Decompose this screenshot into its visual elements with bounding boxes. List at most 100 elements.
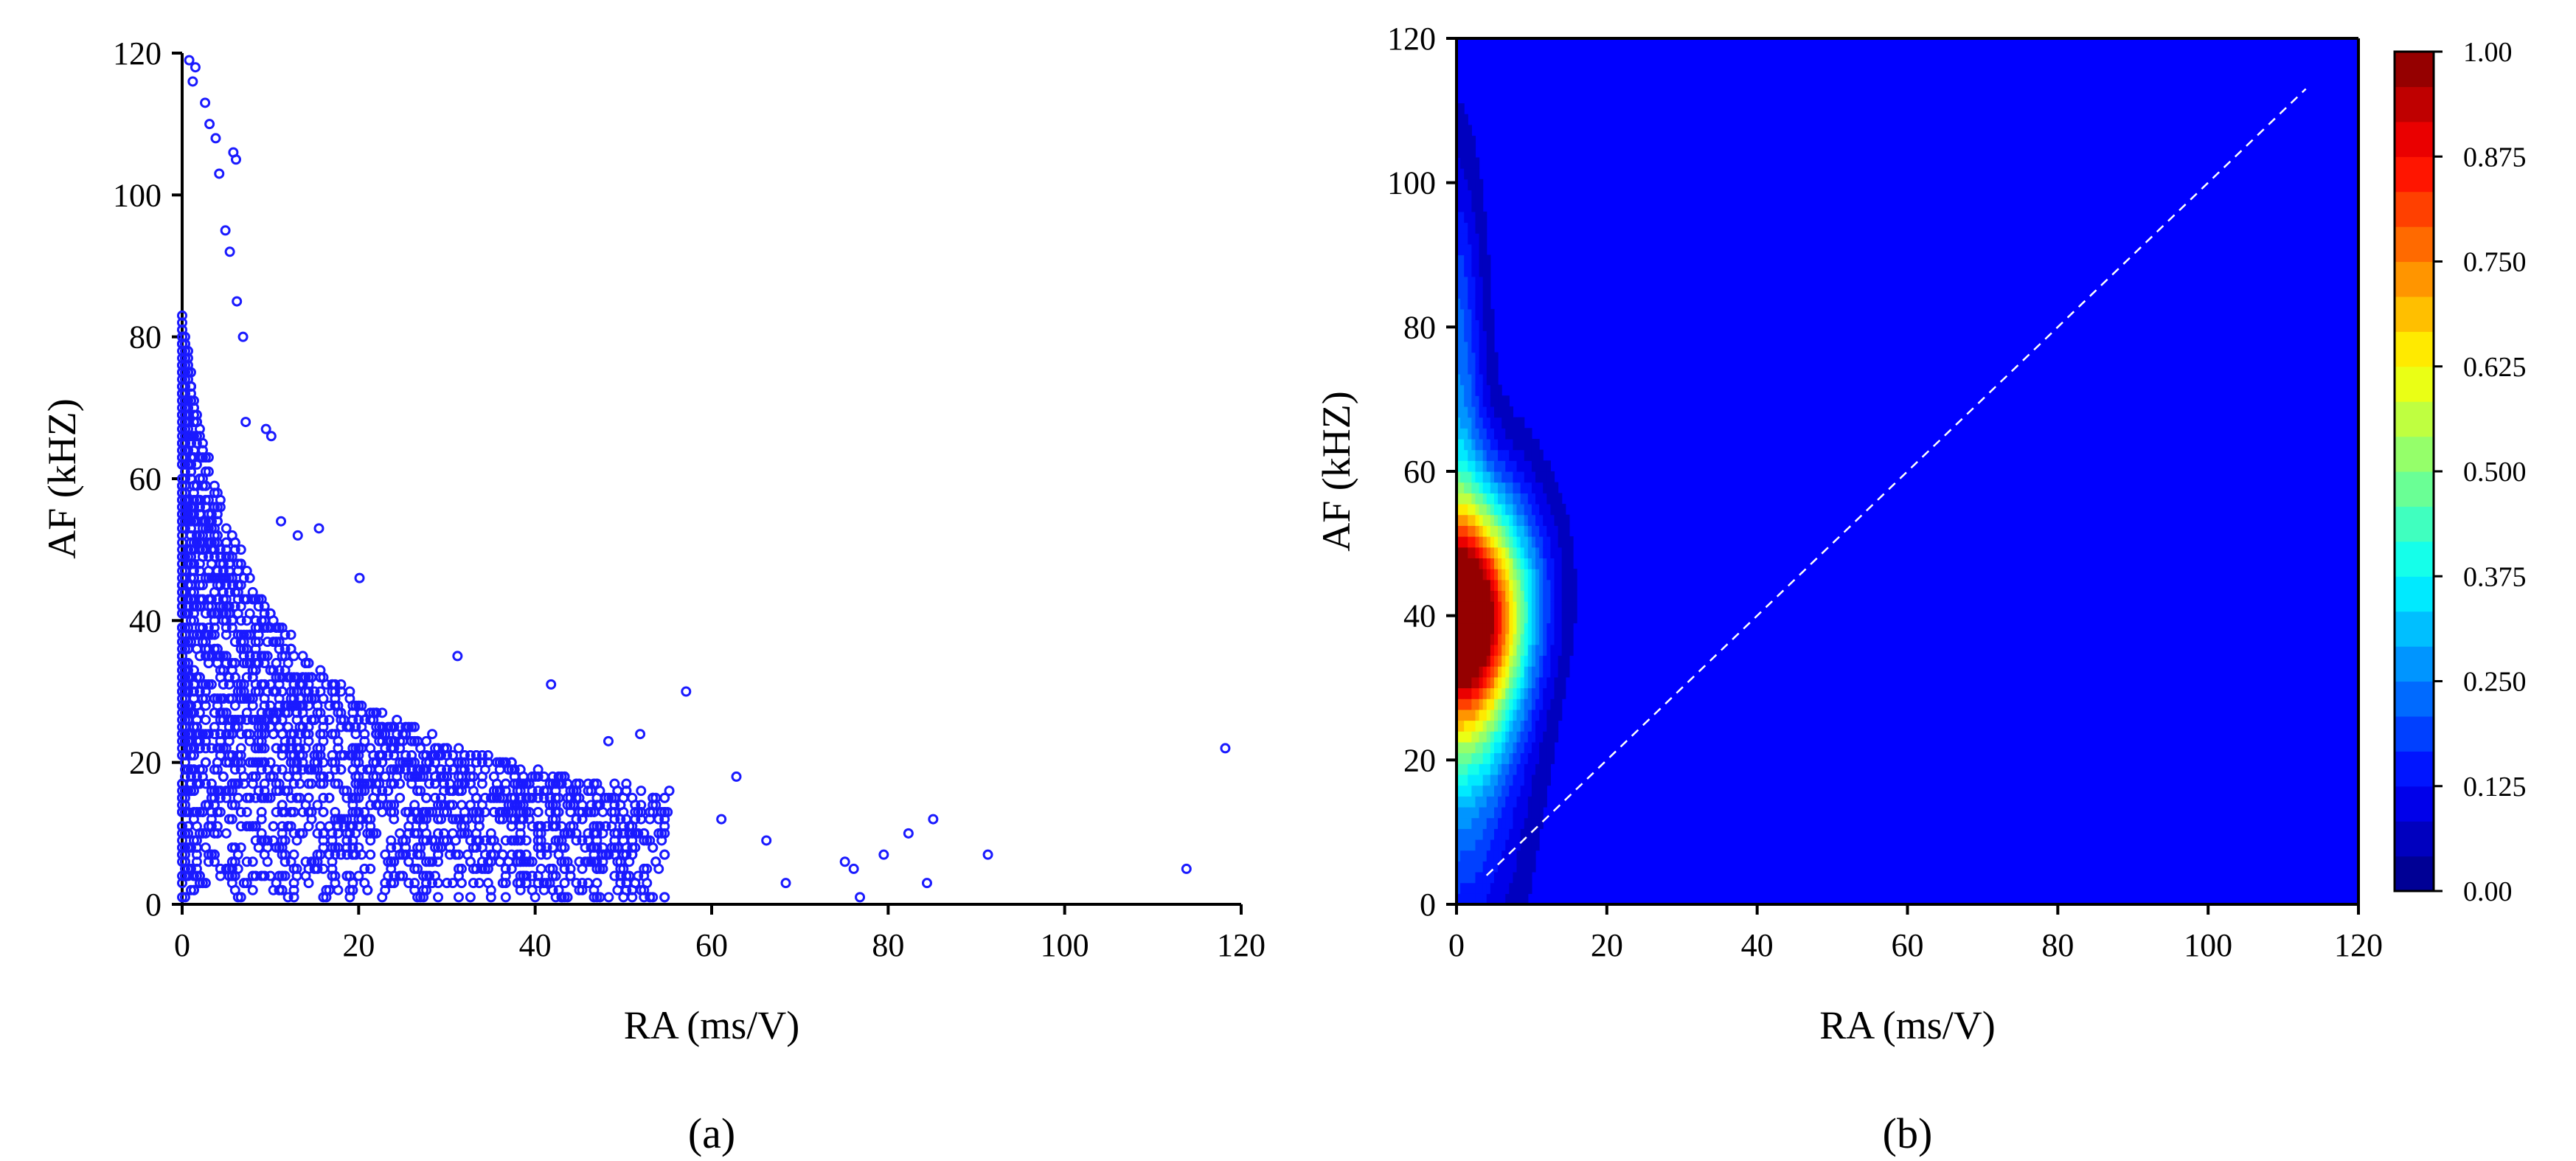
heatmap-cell — [1471, 882, 1476, 894]
heatmap-cell — [1554, 558, 1559, 569]
heatmap-cell — [1531, 720, 1536, 732]
scatter-point — [365, 714, 376, 725]
heatmap-cell — [1501, 590, 1506, 602]
heatmap-cell — [1464, 590, 1468, 602]
heatmap-cell — [1464, 709, 1468, 721]
scatter-point — [565, 870, 576, 881]
scatter-point — [194, 806, 205, 817]
heatmap-cell — [1471, 558, 1476, 569]
heatmap-cell — [1486, 373, 1491, 386]
heatmap-cell — [1460, 417, 1465, 429]
heatmap-cell — [1554, 720, 1559, 732]
heatmap-cell — [1490, 752, 1495, 764]
heatmap-cell — [1490, 893, 1495, 905]
heatmap-cell — [1572, 601, 1577, 613]
scatter-point — [427, 729, 438, 740]
scatter-point — [395, 870, 406, 881]
heatmap-cell — [1493, 547, 1499, 558]
heatmap-cell — [1482, 741, 1487, 754]
scatter-point — [482, 863, 493, 874]
scatter-point — [609, 806, 620, 817]
scatter-point — [453, 786, 464, 797]
heatmap-cell — [1527, 449, 1532, 461]
heatmap-cell — [1493, 861, 1499, 873]
heatmap-cell — [1550, 547, 1555, 558]
heatmap-cell — [1479, 276, 1484, 288]
heatmap-cell — [1558, 493, 1563, 505]
heatmap-cell — [1535, 666, 1540, 678]
colorbar-band — [2395, 786, 2434, 822]
heatmap-cell — [1524, 460, 1529, 472]
scatter-point — [368, 750, 379, 761]
heatmap-cell — [1471, 319, 1476, 331]
scatter-point — [215, 863, 226, 874]
heatmap-cell — [1486, 785, 1491, 797]
heatmap-cell — [1565, 666, 1570, 678]
heatmap-cell — [1550, 720, 1555, 732]
heatmap-cell — [1460, 449, 1465, 461]
scatter-point — [450, 835, 461, 846]
scatter-point — [571, 828, 582, 839]
heatmap-cell — [1490, 395, 1495, 407]
scatter-point — [553, 806, 564, 817]
heatmap-cell — [1475, 168, 1480, 180]
heatmap-cell — [1509, 449, 1514, 461]
heatmap-cell — [1490, 676, 1495, 689]
scatter-point — [221, 792, 232, 803]
heatmap-cell — [1505, 579, 1510, 592]
heatmap-cell — [1524, 569, 1529, 580]
heatmap-cell — [1464, 514, 1468, 526]
scatter-point — [330, 878, 341, 889]
heatmap-cell — [1509, 741, 1514, 754]
scatter-point — [226, 842, 237, 853]
scatter-point — [436, 842, 447, 853]
heatmap-cell — [1493, 611, 1499, 624]
heatmap-cell — [1498, 731, 1502, 743]
colorbar-tick-label: 1.00 — [2463, 37, 2513, 68]
heatmap-cell — [1457, 655, 1461, 667]
heatmap-cell — [1460, 861, 1465, 873]
heatmap-cell — [1464, 352, 1468, 364]
scatter-point — [259, 615, 270, 626]
heatmap-cell — [1527, 525, 1532, 537]
scatter-point — [365, 849, 376, 860]
heatmap-cell — [1490, 611, 1495, 624]
heatmap-cell — [1501, 569, 1506, 580]
heatmap-cell — [1527, 471, 1532, 483]
scatter-point — [541, 821, 552, 832]
heatmap-cell — [1546, 623, 1551, 634]
scatter-point — [403, 878, 414, 889]
heatmap-cell — [1546, 731, 1551, 743]
scatter-point — [218, 707, 229, 718]
heatmap-cell — [1464, 222, 1468, 234]
scatter-point — [509, 835, 520, 846]
scatter-point — [200, 878, 211, 889]
scatter-point — [212, 643, 223, 654]
heatmap-cell — [1565, 558, 1570, 569]
heatmap-cell — [1475, 741, 1480, 754]
heatmap-cell — [1486, 569, 1491, 580]
heatmap-cell — [1486, 266, 1491, 277]
heatmap-cell — [1482, 590, 1487, 602]
heatmap-cell — [1509, 569, 1514, 580]
scatter-point — [583, 828, 594, 839]
heatmap-cell — [1505, 676, 1510, 689]
scatter-point — [500, 892, 511, 903]
heatmap-cell — [1460, 676, 1465, 689]
scatter-point — [209, 693, 220, 704]
heatmap-cell — [1527, 579, 1532, 592]
heatmap-cell — [1493, 839, 1499, 851]
heatmap-cell — [1460, 569, 1465, 580]
heatmap-cell — [1490, 590, 1495, 602]
scatter-point — [247, 594, 258, 605]
heatmap-cell — [1505, 893, 1510, 905]
heatmap-cell — [1464, 720, 1468, 732]
heatmap-cell — [1475, 319, 1480, 331]
heatmap-cell — [1457, 893, 1461, 905]
heatmap-cell — [1505, 611, 1510, 624]
scatter-point — [197, 437, 208, 448]
heatmap-cell — [1546, 514, 1551, 526]
heatmap-cell — [1561, 579, 1566, 592]
heatmap-cell — [1493, 871, 1499, 884]
scatter-point — [356, 743, 367, 754]
